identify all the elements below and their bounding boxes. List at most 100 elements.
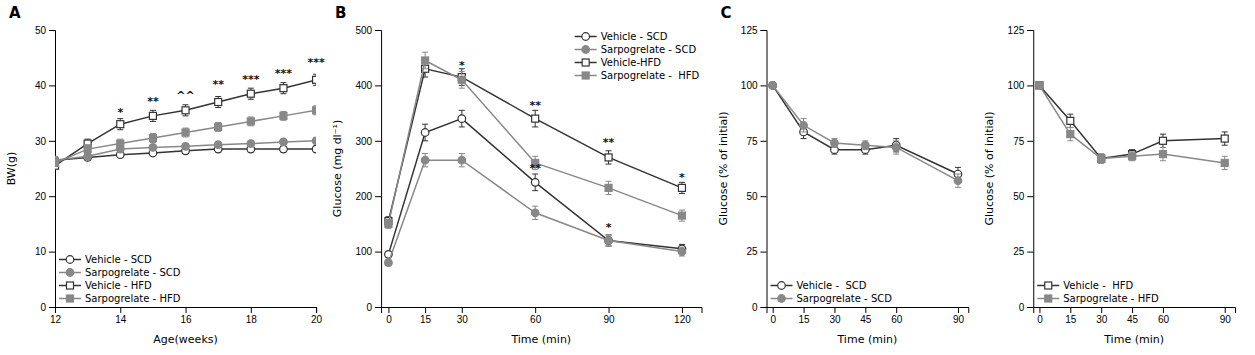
tick: 200 (355, 191, 381, 202)
tick-label: 100 (741, 80, 758, 91)
axis-line (761, 31, 768, 308)
tick-mark (316, 307, 317, 313)
tick-label: 0 (40, 302, 46, 313)
legend-label: Vehicle-HFD (601, 57, 662, 68)
tick-label: 12 (50, 314, 62, 325)
tick: 0 (752, 302, 767, 313)
legend-swatch-marker (778, 282, 786, 290)
plot-area (385, 52, 686, 266)
data-point (831, 139, 839, 147)
tick-label: 15 (798, 314, 810, 325)
tick-mark (896, 307, 897, 313)
tick-mark (1027, 307, 1033, 308)
data-point (422, 57, 429, 64)
error-bar (1129, 152, 1135, 161)
data-point (313, 107, 316, 114)
data-point (312, 145, 316, 153)
tick: 30 (829, 307, 841, 325)
x-axis: 1214161820 (50, 307, 323, 325)
error-bar-cap (1067, 127, 1073, 128)
error-bar (183, 128, 189, 137)
error-bar-cap (215, 96, 221, 97)
tick-label: 0 (752, 302, 758, 313)
tick-label: 75 (746, 136, 758, 147)
annotation: ** (212, 78, 224, 91)
data-point (421, 156, 429, 164)
data-point (532, 115, 539, 122)
data-point (954, 177, 962, 185)
y-axis: 01020304050 (35, 25, 56, 313)
tick-label: 30 (457, 314, 469, 325)
legend-item: Vehicle - SCD (59, 254, 152, 265)
tick-mark (375, 196, 381, 197)
annotation: ^^ (176, 89, 194, 102)
error-bar-cap (422, 166, 428, 167)
tick: 50 (35, 25, 55, 36)
legend-swatch-marker (1045, 282, 1052, 289)
tick-mark (251, 307, 252, 313)
tick: 10 (35, 246, 55, 257)
error-bar-cap (893, 154, 899, 155)
error-bar-cap (422, 52, 428, 53)
data-point (117, 140, 124, 147)
tick-label: 25 (1013, 246, 1025, 257)
y-axis-title: BW(g) (5, 152, 18, 186)
data-point (182, 143, 190, 151)
legend: Vehicle - SCDSarpogrelate - SCD (771, 280, 893, 304)
legend-label: Sarpogrelate - SCD (797, 293, 893, 304)
tick-mark (1101, 307, 1102, 313)
data-point (1067, 131, 1074, 138)
tick: 60 (530, 307, 542, 325)
data-point (247, 90, 254, 97)
y-axis: 0255075100125 (1008, 25, 1034, 313)
error-bar (606, 235, 612, 246)
error-bar (248, 117, 254, 126)
axis-line (1027, 31, 1034, 308)
error-bar-cap (183, 104, 189, 105)
error-bar-cap (679, 193, 685, 194)
series (385, 60, 686, 225)
panel: 015304560900255075100125Time (min)Glucos… (983, 25, 1235, 346)
error-bar (55, 160, 58, 166)
tick-mark (49, 141, 55, 142)
data-point (1098, 155, 1105, 162)
panel-label: C (721, 4, 732, 22)
error-bar (1067, 128, 1073, 141)
tick-label: 90 (603, 314, 615, 325)
error-bar-cap (606, 150, 612, 151)
error-bar (1222, 132, 1228, 145)
annotation: ** (603, 136, 615, 149)
tick: 500 (355, 25, 381, 36)
series (55, 137, 316, 164)
legend-label: Sarpogrelate - SCD (601, 44, 697, 55)
tick: 90 (603, 307, 615, 325)
tick: 15 (420, 307, 432, 325)
tick-label: 60 (891, 314, 903, 325)
error-bar (606, 235, 612, 246)
tick-mark (1027, 85, 1033, 86)
legend-item: Sarpogrelate - SCD (59, 267, 181, 278)
tick-label: 30 (829, 314, 841, 325)
error-bar (248, 88, 254, 99)
tick: 125 (741, 25, 767, 36)
error-bar (606, 151, 612, 164)
error-bar-cap (679, 221, 685, 222)
tick-label: 400 (355, 80, 372, 91)
tick-mark (49, 85, 55, 86)
annotation: ** (529, 162, 541, 175)
panel: 121416182001020304050Age(weeks)BW(g)A***… (5, 4, 325, 346)
tick: 45 (1127, 307, 1139, 325)
data-point (1159, 137, 1166, 144)
axis-line (767, 308, 969, 314)
series-line (55, 141, 316, 160)
data-point (531, 209, 539, 217)
legend-label: Sarpogrelate - HFD (1063, 293, 1159, 304)
tick-mark (865, 307, 866, 313)
error-bar-cap (1067, 127, 1073, 128)
legend-swatch-marker (67, 282, 74, 289)
error-bar (1160, 147, 1166, 160)
tick-label: 50 (1013, 191, 1025, 202)
data-point (117, 121, 124, 128)
axis-line (56, 308, 317, 314)
tick-mark (761, 307, 767, 308)
